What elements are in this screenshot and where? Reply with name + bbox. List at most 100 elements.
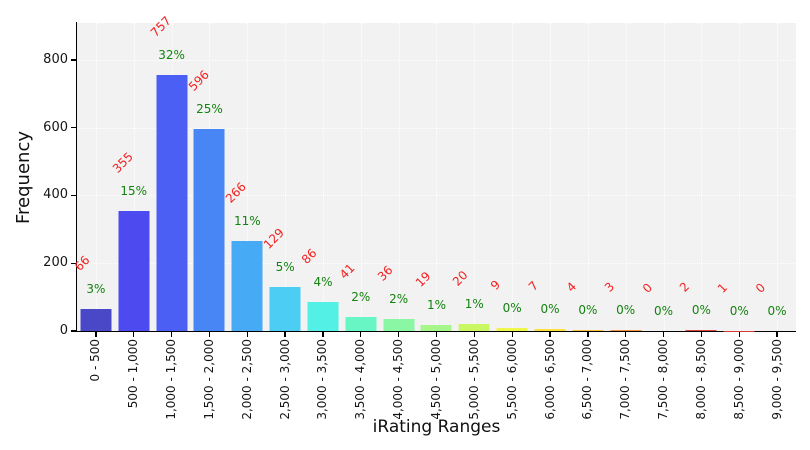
x-tick-label: 7,500 - 8,000 — [656, 339, 671, 420]
bar-slot: 0% 0 — [639, 23, 683, 331]
bar-percent-label: 4% — [313, 274, 333, 289]
bar — [345, 317, 377, 331]
x-tick-label: 1,500 - 2,000 — [201, 339, 216, 420]
bar-slot: 0% 4 — [564, 23, 607, 331]
x-tick-mark — [398, 332, 400, 337]
bar-percent-label: 25% — [196, 102, 223, 117]
y-tick-label: 400 — [43, 187, 68, 203]
x-tick-label: 2,000 - 2,500 — [239, 339, 254, 420]
vertical-gridline — [436, 23, 438, 331]
y-tick-label: 0 — [59, 323, 68, 338]
x-tick-mark — [700, 332, 703, 337]
bar-percent-label: 0% — [578, 302, 598, 317]
y-axis-title-text: Frequency — [12, 130, 34, 224]
x-tick-label: 1,000 - 1,500 — [164, 339, 179, 420]
bar-slot: 0% 7 — [526, 23, 569, 331]
x-tick-mark — [776, 332, 778, 337]
bar-percent-label: 2% — [351, 290, 371, 305]
bar — [269, 287, 301, 331]
vertical-gridline — [398, 23, 400, 331]
bar-percent-label: 32% — [158, 47, 185, 62]
y-tick-mark — [70, 262, 76, 264]
bar-slot: 11% 266 — [223, 23, 266, 331]
x-tick-mark — [435, 332, 438, 337]
bar-slot: 2% 41 — [337, 23, 380, 331]
bar-slot: 25% 596 — [185, 23, 229, 331]
vertical-gridline — [739, 23, 741, 331]
x-tick-mark — [511, 332, 513, 337]
bar-slot: 0% 0 — [753, 23, 796, 331]
x-tick-mark — [208, 332, 211, 337]
bar — [231, 240, 263, 331]
bar-percent-label: 1% — [464, 297, 484, 312]
bar-slot: 3% 66 — [72, 23, 115, 331]
bar-slot: 0% 2 — [677, 23, 720, 331]
x-tick-label: 0 - 500 — [88, 339, 103, 382]
bar — [496, 327, 528, 331]
y-tick-label: 800 — [43, 51, 68, 67]
bar-percent-label: 0% — [767, 304, 787, 318]
y-tick-mark — [70, 127, 76, 129]
bar — [685, 330, 717, 331]
y-tick-mark — [70, 194, 76, 197]
bar-count-label: 129 — [261, 225, 288, 253]
x-tick-mark — [284, 332, 286, 337]
vertical-gridline — [625, 23, 627, 331]
y-tick-label: 200 — [43, 255, 68, 271]
x-tick-label: 4,000 - 4,500 — [391, 339, 406, 420]
vertical-gridline — [322, 23, 324, 331]
bar-slot: 32% 757 — [147, 13, 191, 331]
x-tick-mark — [473, 332, 475, 337]
plot-area: 3% 66 15% 355 32% 757 25% 596 11% 266 5% 129 4% 86 2% 4… — [72, 13, 796, 331]
bar-count-label: 266 — [223, 179, 250, 206]
vertical-gridline — [247, 23, 249, 331]
bar-percent-label: 11% — [233, 213, 261, 228]
x-tick-mark — [738, 332, 740, 337]
x-tick-label: 9,000 - 9,500 — [769, 339, 784, 420]
vertical-gridline — [95, 23, 97, 331]
x-tick-label: 7,000 - 7,500 — [618, 339, 633, 420]
y-axis-line — [75, 22, 78, 332]
x-axis-title: iRating Ranges — [372, 417, 501, 437]
bar — [458, 324, 490, 331]
x-tick-mark — [95, 332, 97, 337]
x-tick-label: 4,500 - 5,000 — [429, 339, 443, 420]
x-tick-mark — [587, 332, 589, 337]
bar-percent-label: 0% — [729, 303, 749, 318]
bar-slot: 0% 3 — [602, 23, 645, 331]
bar-slot: 15% 355 — [110, 23, 153, 331]
y-tick-mark — [70, 59, 76, 61]
bar-percent-label: 0% — [691, 303, 711, 318]
vertical-gridline — [701, 23, 703, 331]
vertical-gridline — [133, 23, 135, 331]
vertical-gridline — [777, 23, 779, 331]
x-tick-label: 8,500 - 9,000 — [731, 339, 746, 420]
bar-percent-label: 5% — [275, 260, 295, 275]
bar — [610, 329, 642, 331]
bar-slot: 5% 129 — [261, 23, 304, 331]
bar — [572, 329, 604, 331]
vertical-gridline — [550, 23, 551, 331]
vertical-gridline — [587, 23, 589, 331]
x-axis-line — [75, 330, 797, 333]
x-tick-label: 3,000 - 3,500 — [315, 339, 330, 420]
bar — [156, 74, 188, 331]
x-tick-mark — [133, 332, 135, 337]
vertical-gridline — [285, 23, 287, 331]
bar — [307, 301, 339, 331]
bar-percent-label: 3% — [86, 281, 106, 296]
bar — [193, 129, 225, 331]
x-tick-mark — [625, 332, 627, 337]
y-tick-mark — [70, 330, 76, 332]
bar-percent-label: 0% — [502, 300, 522, 315]
x-tick-label: 5,500 - 6,000 — [504, 339, 519, 420]
x-tick-label: 6,000 - 6,500 — [542, 339, 557, 420]
y-tick-label: 600 — [43, 119, 68, 135]
x-tick-mark — [246, 332, 248, 337]
bar-slot: 4% 86 — [299, 23, 342, 331]
vertical-gridline — [663, 23, 665, 331]
bar — [420, 324, 452, 331]
bar-percent-label: 15% — [120, 183, 148, 198]
x-tick-label: 3,500 - 4,000 — [353, 339, 368, 420]
